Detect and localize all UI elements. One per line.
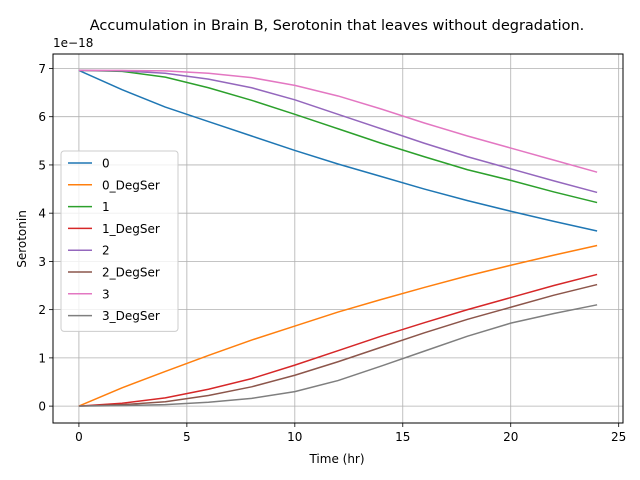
legend-frame [60,150,179,332]
y-tick-label: 5 [38,158,46,172]
legend-label: 3 [102,287,110,301]
y-tick-label: 6 [38,110,46,124]
y-tick-label: 0 [38,400,46,414]
series-line-2_DegSer [78,283,598,407]
series-lines [78,69,598,407]
y-axis-label: Serotonin [15,210,29,268]
x-tick-label: 15 [395,430,410,444]
legend-label: 2 [102,244,110,258]
series-line-3 [78,69,598,173]
legend-label: 1_DegSer [102,222,160,236]
series-line-1 [78,69,598,204]
series-line-2 [78,69,598,194]
y-tick-label: 2 [38,303,46,317]
x-tick-label: 25 [611,430,626,444]
y-tick-label: 7 [38,62,46,76]
y-tick-label: 3 [38,255,46,269]
legend: 0 0_DegSer 1 1_DegSer 2 2_DegSer 3 3_DegSer [60,150,179,332]
y-tick-label: 4 [38,207,46,221]
legend-label: 3_DegSer [102,309,160,323]
legend-label: 0_DegSer [102,178,160,192]
x-tick-label: 0 [75,430,83,444]
x-axis-label: Time (hr) [308,452,364,466]
legend-label: 1 [102,200,110,214]
x-tick-label: 20 [503,430,518,444]
legend-label: 2_DegSer [102,266,160,280]
plot-area-frame [52,53,624,424]
x-tick-label: 10 [287,430,302,444]
y-tick-label: 1 [38,351,46,365]
series-line-0_DegSer [78,244,598,407]
series-line-0 [78,69,598,232]
chart-title: Accumulation in Brain B, Serotonin that … [90,18,585,34]
x-tick-label: 5 [183,430,191,444]
legend-label: 0 [102,157,110,171]
y-axis-offset-label: 1e−18 [53,36,93,50]
series-line-3_DegSer [78,304,598,407]
series-line-1_DegSer [78,273,598,407]
